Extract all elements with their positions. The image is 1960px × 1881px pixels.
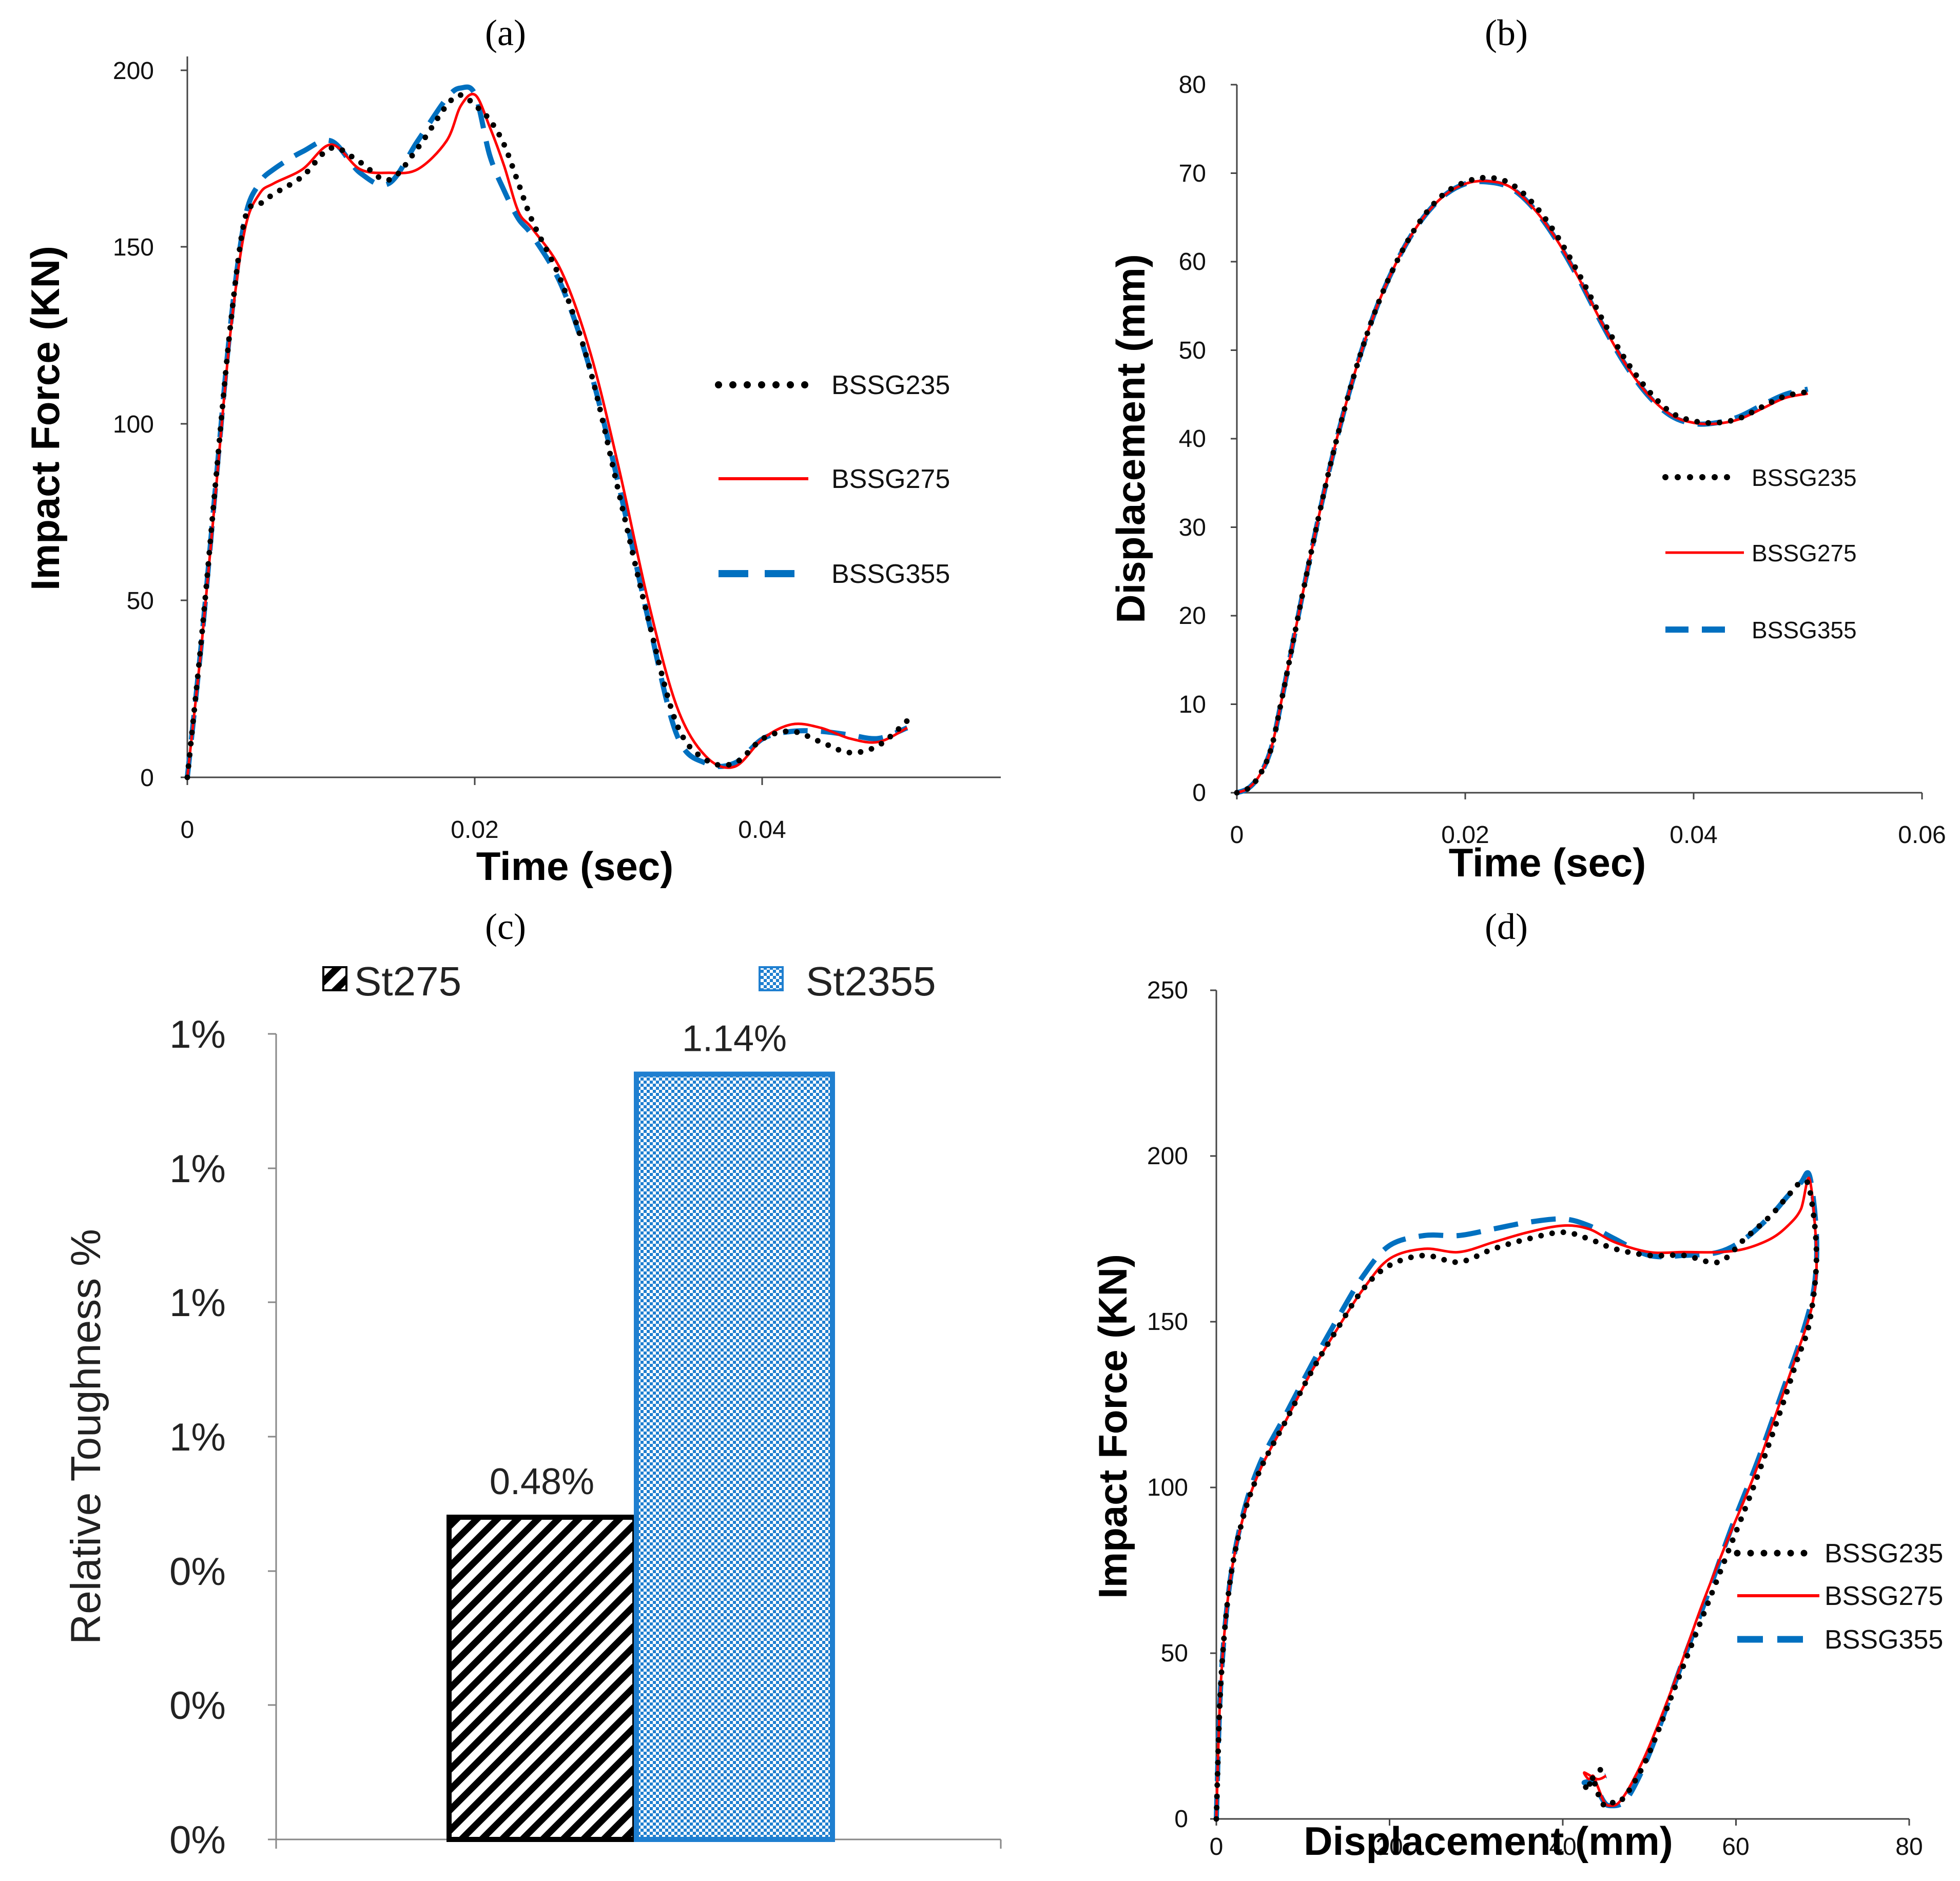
panel-a-ytick: 200 <box>113 57 154 85</box>
panel-d-title: (d) <box>1485 906 1528 947</box>
panel-d-xtick: 20 <box>1375 1833 1403 1860</box>
panel-a-ticks <box>181 69 763 785</box>
panel-b-ylabel: Displacement (mm) <box>1108 254 1153 623</box>
panel-b-ytick: 40 <box>1179 425 1206 453</box>
panel-b-xtick: 0.04 <box>1670 821 1717 849</box>
panel-d-ylabel: Impact Force (KN) <box>1090 1254 1135 1599</box>
legend-swatch-st275 <box>322 966 347 991</box>
panel-b-title: (b) <box>1485 12 1528 53</box>
panel-b-ytick: 20 <box>1179 602 1206 630</box>
bar-data-label: 0.48% <box>490 1461 594 1502</box>
panel-d-xtick: 40 <box>1549 1833 1576 1860</box>
panel-d-xtick: 60 <box>1722 1833 1749 1860</box>
panel-b-ytick: 50 <box>1179 337 1206 364</box>
panel-c-ytick: 0% <box>169 1550 226 1594</box>
series-line-bssg235 <box>1234 174 1811 796</box>
panel-b-ytick: 10 <box>1179 691 1206 718</box>
bar-st275 <box>447 1515 637 1842</box>
series-line-bssg355 <box>1236 179 1809 795</box>
bar-st2355 <box>634 1071 835 1842</box>
panel-d-ytick: 150 <box>1147 1308 1188 1336</box>
legend-label: BSSG275 <box>831 464 950 494</box>
series-line-bssg275 <box>186 92 908 778</box>
panel-c-ytick: 0% <box>169 1818 226 1862</box>
legend-swatch-st2355 <box>759 966 784 991</box>
panel-a-ytick: 50 <box>127 587 154 615</box>
panel-d-ticks <box>1210 989 1910 1826</box>
legend-label: BSSG355 <box>1752 617 1857 643</box>
panel-c-ticks <box>268 1033 1002 1849</box>
legend-label: BSSG275 <box>1752 540 1857 566</box>
panel-a-title: (a) <box>485 12 526 53</box>
legend-label: St275 <box>354 958 461 1004</box>
panel-d-xlabel: Displacement (mm) <box>1304 1818 1673 1864</box>
series-line-bssg275 <box>1236 180 1808 794</box>
panel-b-ytick: 60 <box>1179 248 1206 276</box>
panel-b-xlabel: Time (sec) <box>1449 840 1646 885</box>
panel-a: (a) 0 50 100 150 200 0 0.02 0.04 Time (s… <box>23 12 1001 889</box>
legend-label: BSSG355 <box>1825 1625 1943 1655</box>
panel-a-ytick: 150 <box>113 234 154 261</box>
panel-d-xtick: 0 <box>1210 1833 1224 1860</box>
series-line-bssg235 <box>1213 1178 1819 1822</box>
panel-a-xtick: 0.04 <box>738 816 786 844</box>
panel-d-ytick: 50 <box>1161 1640 1188 1667</box>
panel-a-plot <box>184 84 910 780</box>
panel-a-ytick: 0 <box>140 765 154 792</box>
legend-label: St2355 <box>806 958 936 1004</box>
panel-a-ytick: 100 <box>113 411 154 438</box>
panel-a-xlabel: Time (sec) <box>476 844 673 889</box>
panel-b-legend: BSSG235 BSSG275 BSSG355 <box>1662 464 1857 643</box>
panel-b: (b) 0 10 20 30 40 50 60 70 80 0 0.02 0.0… <box>1108 12 1946 885</box>
panel-b-xtick: 0 <box>1230 821 1244 849</box>
panel-d-ytick: 250 <box>1147 977 1188 1004</box>
panel-b-ytick: 30 <box>1179 514 1206 541</box>
panel-c-title: (c) <box>485 906 526 947</box>
panel-d: (d) 0 50 100 150 200 250 0 20 40 60 80 D… <box>1090 906 1943 1864</box>
legend-label: BSSG235 <box>1752 464 1857 491</box>
panel-b-xtick: 0.06 <box>1898 821 1946 849</box>
panel-b-ytick: 0 <box>1192 779 1206 807</box>
series-line-bssg235 <box>184 92 910 780</box>
series-line-bssg355 <box>1214 1170 1819 1819</box>
panel-b-ytick: 80 <box>1179 71 1206 99</box>
panel-c-ytick: 1% <box>169 1013 226 1056</box>
panel-c-ytick: 0% <box>169 1684 226 1728</box>
panel-d-ytick: 0 <box>1174 1806 1188 1833</box>
panel-b-xtick: 0.02 <box>1441 821 1489 849</box>
panel-c-ytick: 1% <box>169 1147 226 1191</box>
panel-a-legend: BSSG235 BSSG275 BSSG355 <box>715 370 950 589</box>
panel-a-ylabel: Impact Force (KN) <box>23 246 68 591</box>
panel-c: (c) St275 St2355 0% 0% 0% 1% 1% 1% 1% Re… <box>63 906 1002 1862</box>
panel-a-xtick: 0 <box>181 816 195 844</box>
legend-label: BSSG275 <box>1825 1581 1943 1611</box>
panel-b-ytick: 70 <box>1179 160 1206 187</box>
panel-c-ytick: 1% <box>169 1281 226 1325</box>
panel-b-ticks <box>1231 84 1923 799</box>
panel-c-ylabel: Relative Toughness % <box>63 1229 109 1644</box>
series-line-bssg355 <box>185 84 908 778</box>
panel-d-xtick: 80 <box>1895 1833 1923 1860</box>
panel-d-ytick: 100 <box>1147 1474 1188 1501</box>
panel-a-xtick: 0.02 <box>451 816 498 844</box>
panel-c-ytick: 1% <box>169 1416 226 1459</box>
panel-d-plot <box>1213 1170 1819 1822</box>
panel-b-plot <box>1234 174 1811 796</box>
legend-label: BSSG235 <box>831 370 950 400</box>
panel-d-legend: BSSG235 BSSG275 BSSG355 <box>1734 1539 1943 1655</box>
legend-label: BSSG235 <box>1825 1539 1943 1569</box>
panel-d-ytick: 200 <box>1147 1143 1188 1170</box>
series-line-bssg275 <box>1215 1177 1818 1819</box>
legend-label: BSSG355 <box>831 559 950 589</box>
bar-data-label: 1.14% <box>682 1018 787 1060</box>
panel-c-plot: 0.48% 1.14% <box>447 1018 835 1842</box>
